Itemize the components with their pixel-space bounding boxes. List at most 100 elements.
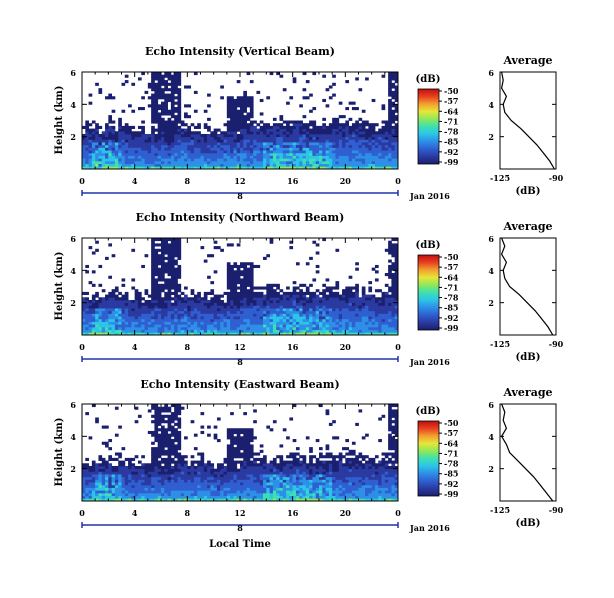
heatmap-cell [200, 316, 205, 320]
heatmap-cell [118, 479, 122, 483]
heatmap-cell [88, 142, 93, 146]
heatmap-cell [137, 313, 142, 317]
heatmap-cell [161, 158, 165, 162]
heatmap-cell [358, 128, 363, 132]
heatmap-cell [200, 142, 205, 146]
heatmap-cell [391, 85, 396, 89]
heatmap-cell [144, 326, 149, 331]
heatmap-cell [88, 150, 93, 154]
heatmap-cell [118, 324, 122, 328]
heatmap-cell [299, 160, 303, 165]
heatmap-cell [154, 88, 159, 92]
heatmap-cell [391, 324, 396, 328]
heatmap-cell [210, 329, 215, 333]
heatmap-cell [249, 278, 254, 282]
heatmap-cell [167, 125, 172, 129]
heatmap-cell [236, 139, 241, 143]
heatmap-cell [91, 133, 96, 138]
heatmap-cell [368, 144, 373, 148]
heatmap-cell [177, 305, 182, 309]
heatmap-cell [164, 291, 168, 295]
heatmap-cell [358, 332, 363, 336]
heatmap-cell [164, 299, 168, 304]
heatmap-cell [368, 321, 373, 325]
heatmap-cell [348, 125, 353, 129]
heatmap-cell [368, 305, 373, 309]
heatmap-cell [154, 286, 159, 290]
heatmap-cell [319, 150, 323, 154]
heatmap-cell [358, 326, 363, 331]
heatmap-cell [141, 463, 145, 467]
heatmap-cell [111, 326, 116, 331]
heatmap-cell [154, 417, 159, 421]
heatmap-cell [177, 163, 182, 167]
heatmap-cell [190, 131, 195, 135]
heatmap-cell [243, 128, 247, 132]
heatmap-cell [213, 313, 218, 317]
y-axis-label: Height (km) [54, 252, 65, 321]
heatmap-cell [101, 158, 106, 162]
heatmap-cell [95, 123, 99, 127]
heatmap-cell [161, 248, 165, 252]
heatmap-cell [82, 302, 86, 306]
heatmap-cell [243, 152, 247, 156]
heatmap-cell [167, 264, 172, 269]
heatmap-cell [184, 128, 188, 132]
heatmap-cell [319, 136, 323, 140]
heatmap-cell [236, 428, 241, 432]
heatmap-cell [332, 321, 336, 325]
heatmap-cell [384, 329, 389, 333]
heatmap-cell [118, 125, 122, 129]
heatmap-cell [154, 436, 159, 440]
heatmap-cell [108, 310, 113, 314]
heatmap-cell [391, 329, 396, 333]
heatmap-cell [259, 160, 264, 165]
heatmap-cell [394, 332, 399, 336]
heatmap-cell [88, 318, 93, 322]
heatmap-cell [269, 310, 274, 314]
heatmap-cell [253, 163, 257, 167]
heatmap-cell [319, 313, 323, 317]
heatmap-cell [91, 495, 96, 499]
heatmap-cell [203, 326, 208, 331]
heatmap-cell [292, 316, 297, 320]
heatmap-cell [226, 128, 231, 132]
heatmap-cell [279, 316, 284, 320]
heatmap-cell [85, 484, 89, 488]
heatmap-cell [197, 163, 201, 167]
heatmap-cell [388, 267, 392, 271]
heatmap-cell [210, 163, 215, 167]
heatmap-cell [193, 498, 198, 502]
heatmap-cell [226, 452, 231, 456]
heatmap-cell [144, 305, 149, 309]
heatmap-cell [236, 112, 241, 116]
heatmap-cell [220, 487, 224, 491]
heatmap-cell [151, 291, 155, 295]
heatmap-cell [233, 275, 238, 279]
heatmap-cell [269, 308, 274, 312]
heatmap-cell [223, 166, 228, 170]
heatmap-cell [118, 463, 122, 467]
heatmap-cell [243, 139, 247, 143]
heatmap-cell [207, 313, 211, 317]
heatmap-cell [381, 294, 386, 298]
heatmap-cell [263, 316, 267, 320]
heatmap-cell [170, 283, 175, 287]
heatmap-cell [197, 318, 201, 322]
heatmap-cell [203, 318, 208, 322]
heatmap-cell [200, 302, 205, 306]
heatmap-cell [328, 136, 333, 140]
heatmap-cell [131, 125, 136, 129]
heatmap-cell [167, 251, 172, 255]
heatmap-cell [174, 332, 178, 336]
heatmap-cell [108, 468, 113, 472]
heatmap-cell [391, 299, 396, 304]
heatmap-cell [292, 313, 297, 317]
heatmap-cell [177, 283, 182, 287]
heatmap-cell [91, 316, 96, 320]
heatmap-cell [203, 468, 208, 472]
heatmap-cell [131, 487, 136, 491]
heatmap-cell [272, 289, 277, 293]
heatmap-cell [114, 155, 119, 159]
heatmap-cell [361, 125, 366, 129]
